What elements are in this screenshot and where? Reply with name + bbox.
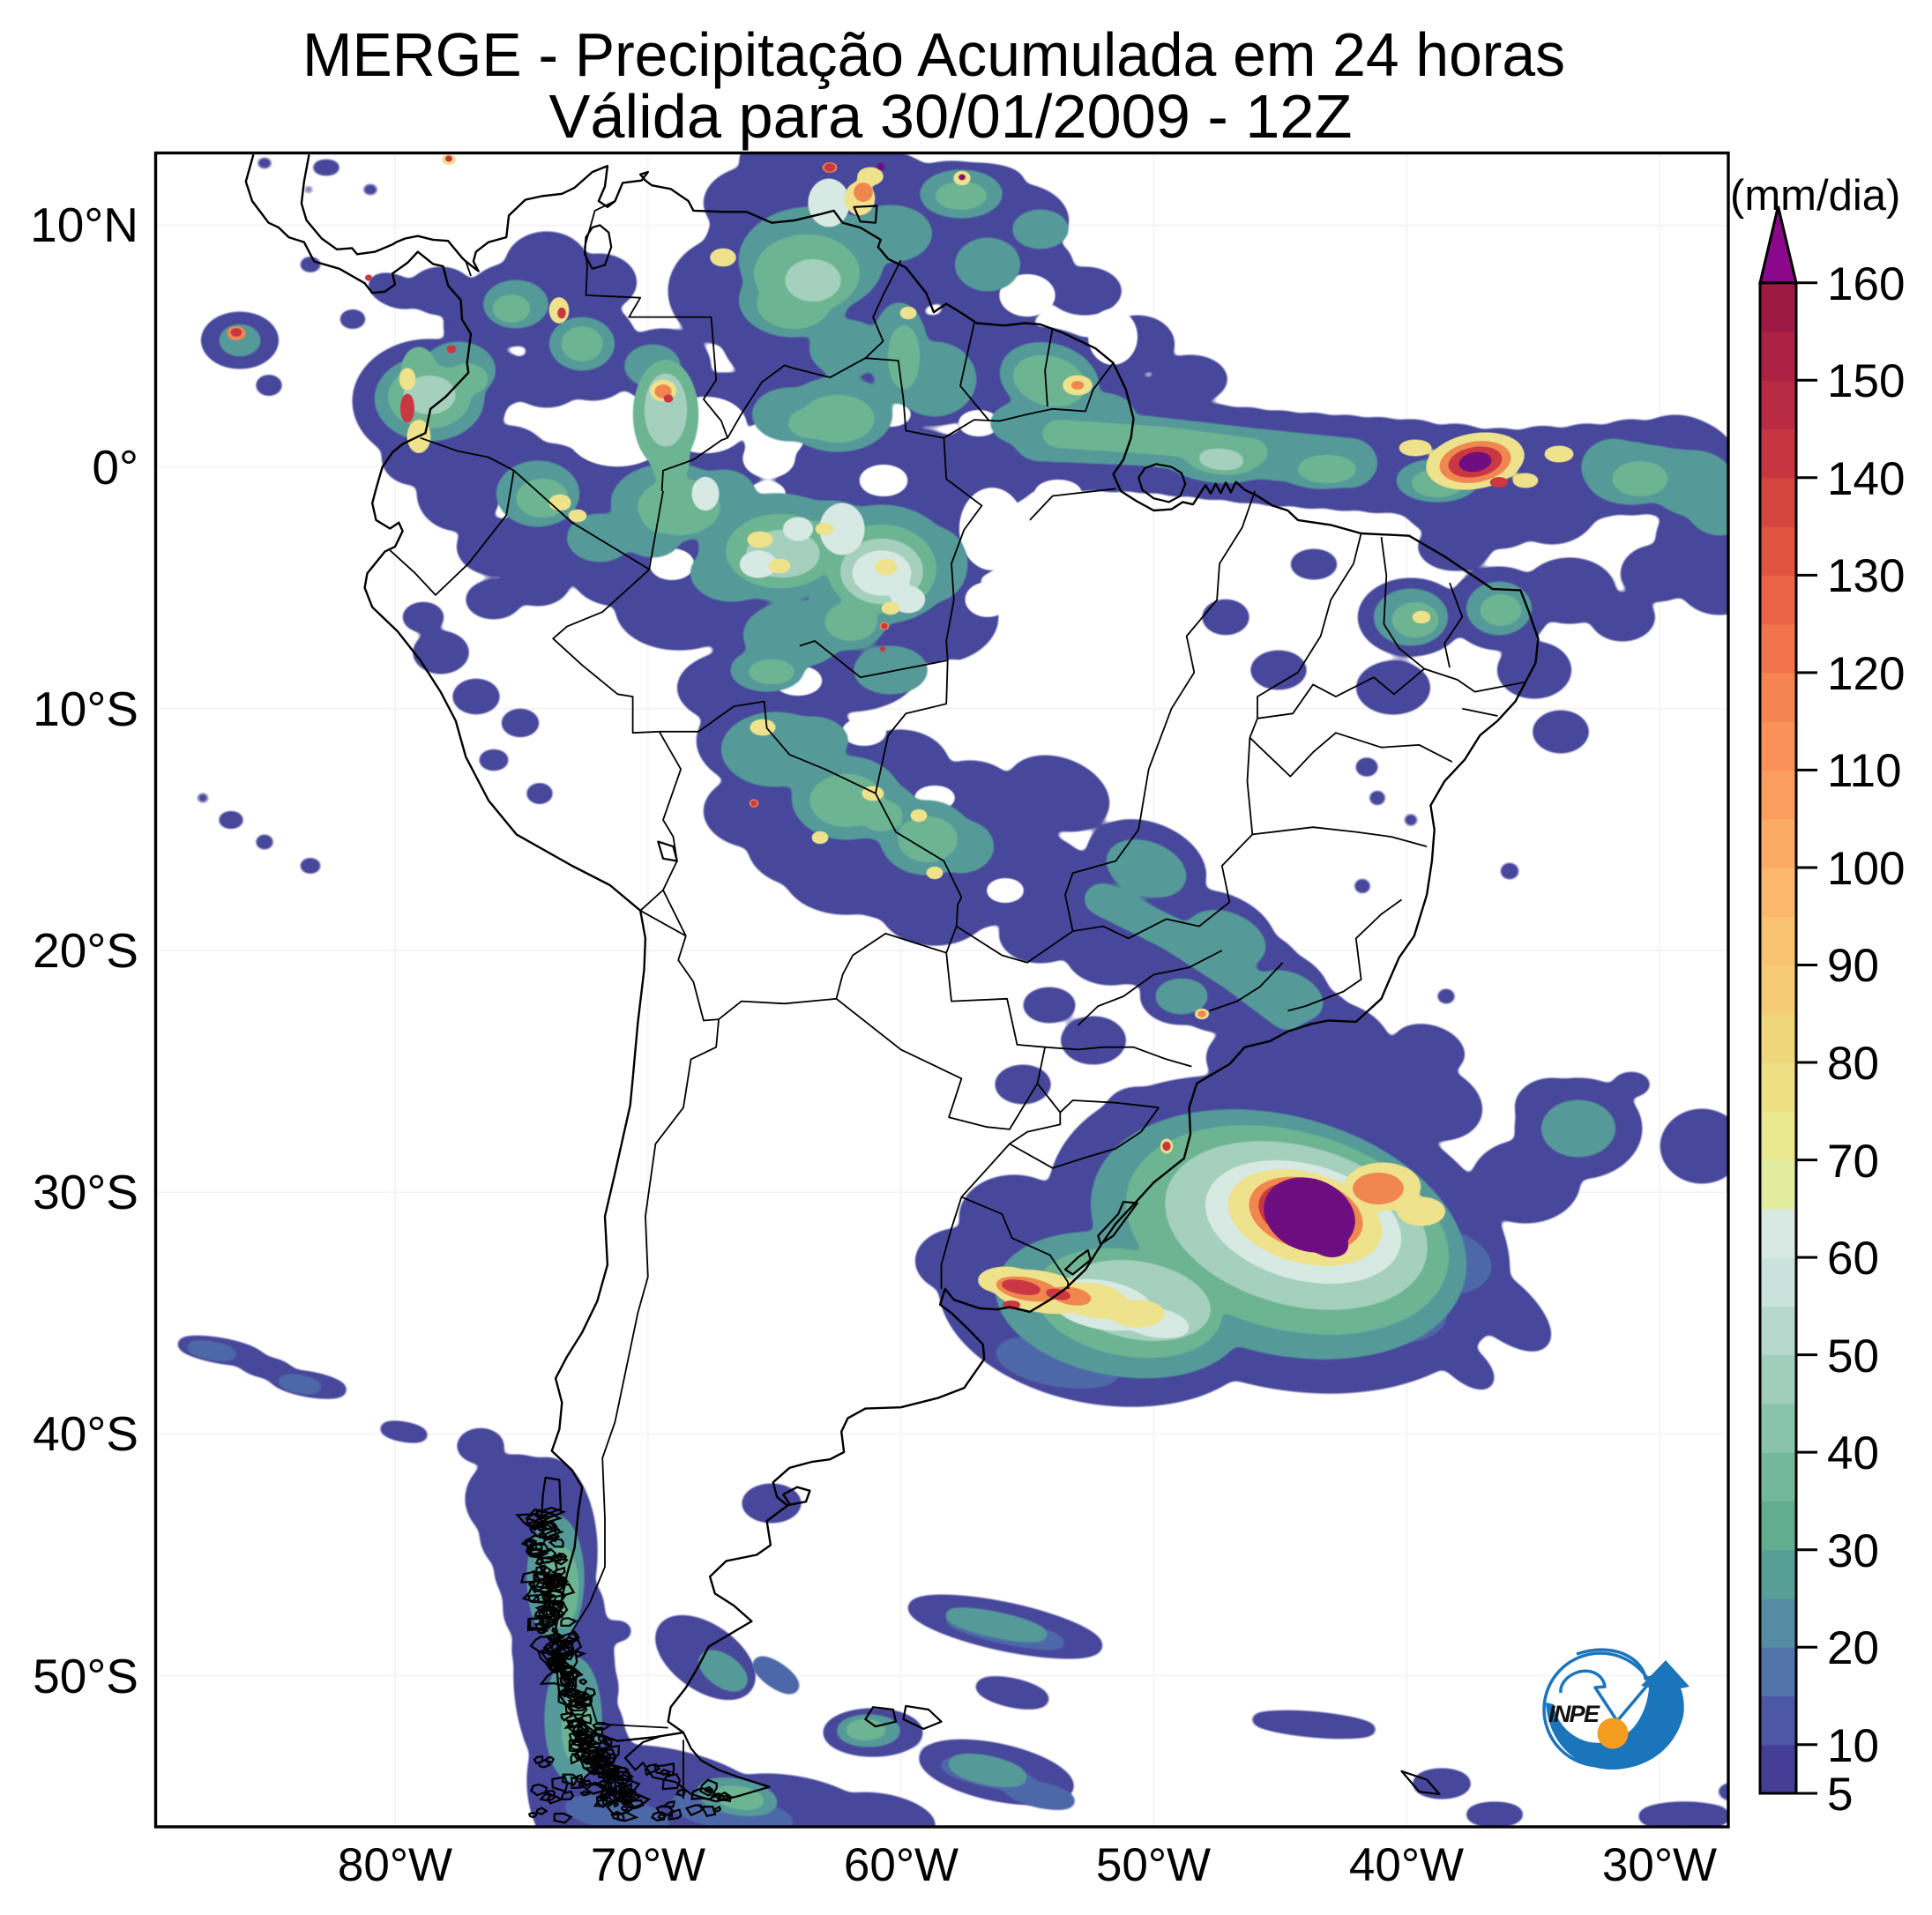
svg-text:70°W: 70°W [591,1839,705,1891]
svg-text:Válida para 30/01/2009 - 12Z: Válida para 30/01/2009 - 12Z [549,82,1353,151]
svg-text:70: 70 [1827,1136,1879,1188]
svg-text:(mm/dia): (mm/dia) [1730,172,1900,220]
svg-text:10°S: 10°S [33,682,138,736]
svg-text:110: 110 [1827,745,1902,797]
svg-text:30: 30 [1827,1525,1879,1577]
svg-text:40°S: 40°S [33,1406,138,1461]
svg-text:40: 40 [1827,1427,1879,1479]
svg-text:60: 60 [1827,1233,1879,1285]
svg-text:80°W: 80°W [338,1839,452,1891]
svg-text:20°S: 20°S [33,923,138,978]
svg-text:40°W: 40°W [1349,1839,1464,1891]
svg-text:0°: 0° [92,440,138,495]
svg-text:MERGE - Precipitação Acumulada: MERGE - Precipitação Acumulada em 24 hor… [302,20,1565,89]
svg-text:130: 130 [1827,550,1905,602]
svg-text:80: 80 [1827,1038,1879,1090]
svg-text:90: 90 [1827,940,1879,992]
svg-text:INPE: INPE [1548,1701,1600,1727]
svg-text:50: 50 [1827,1330,1879,1382]
svg-text:150: 150 [1827,355,1905,407]
svg-text:50°S: 50°S [33,1649,138,1703]
svg-text:140: 140 [1827,453,1905,505]
svg-text:60°W: 60°W [844,1839,959,1891]
svg-text:30°W: 30°W [1602,1839,1717,1891]
svg-text:50°W: 50°W [1096,1839,1211,1891]
svg-text:100: 100 [1827,843,1905,895]
svg-text:120: 120 [1827,648,1905,700]
svg-text:10: 10 [1827,1720,1879,1772]
svg-text:160: 160 [1827,258,1905,310]
svg-text:30°S: 30°S [33,1165,138,1219]
svg-text:10°N: 10°N [30,197,138,252]
svg-text:5: 5 [1827,1769,1853,1821]
svg-text:20: 20 [1827,1622,1879,1674]
